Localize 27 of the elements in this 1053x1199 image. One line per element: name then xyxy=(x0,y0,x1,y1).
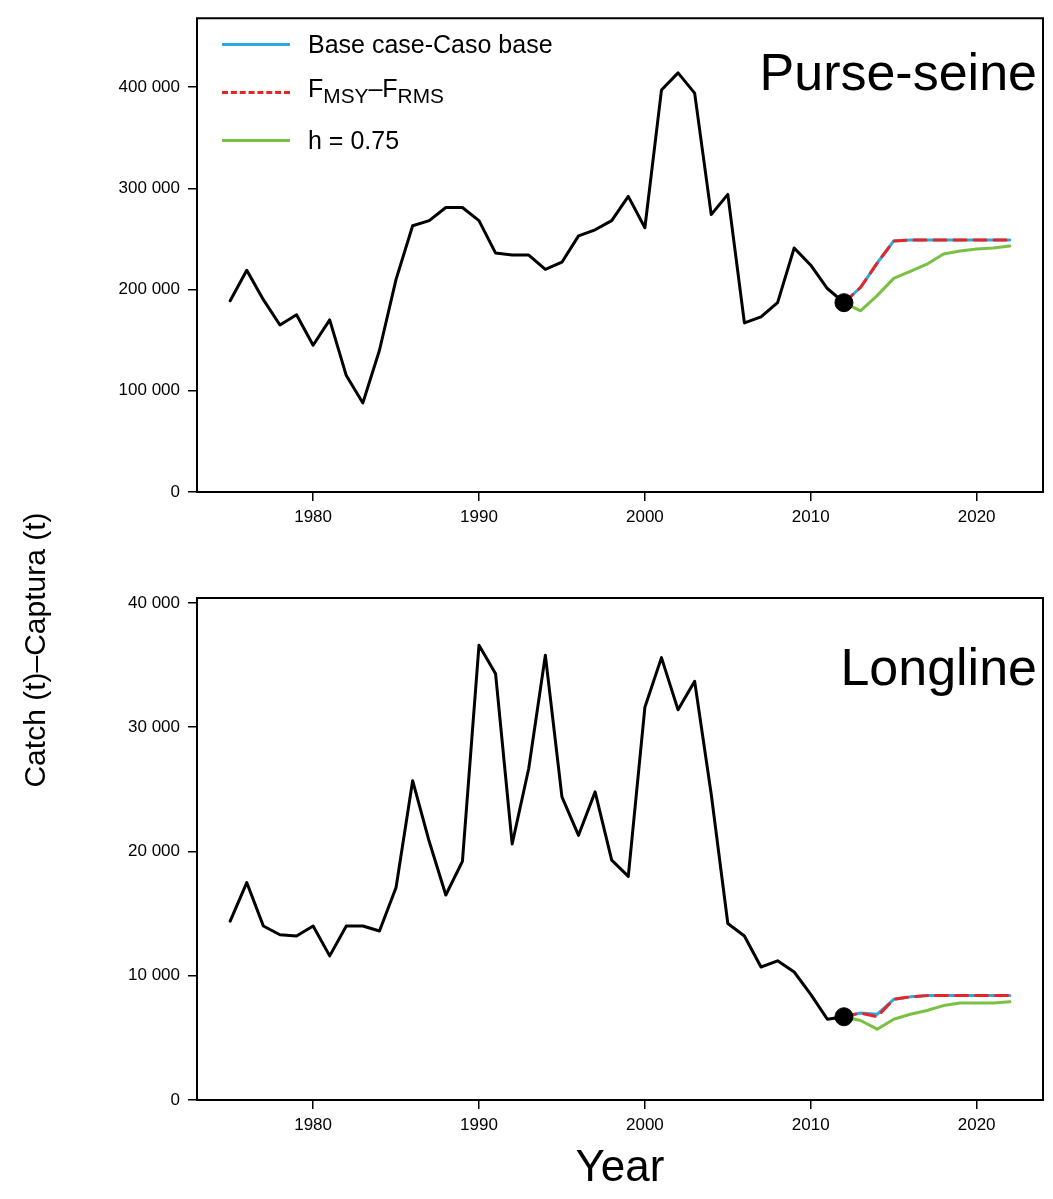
legend-label: h = 0.75 xyxy=(308,125,400,156)
text: Purse-seine xyxy=(759,43,1037,102)
y-tick-label: 40 000 xyxy=(128,592,180,612)
y-tick-label: 200 000 xyxy=(118,279,180,299)
y-tick-label: 20 000 xyxy=(128,841,180,861)
x-tick-label: 2020 xyxy=(957,506,996,526)
y-tick-label: 300 000 xyxy=(118,177,180,197)
x-axis-title: Year xyxy=(575,1140,665,1190)
y-tick-label: 0 xyxy=(170,1089,180,1109)
x-tick-label: 1990 xyxy=(460,1114,498,1134)
y-tick-label: 400 000 xyxy=(118,76,180,96)
x-tick-label: 1980 xyxy=(294,1114,333,1134)
x-tick-label: 2010 xyxy=(791,506,830,526)
y-tick-label: 0 xyxy=(170,481,180,501)
x-tick-label: 2000 xyxy=(625,1114,664,1134)
text: Longline xyxy=(840,638,1037,696)
y-tick-label: 30 000 xyxy=(128,716,180,736)
x-tick-label: 2010 xyxy=(791,1114,830,1134)
x-tick-label: 1990 xyxy=(460,506,498,526)
y-axis-title: Catch (t)–Captura (t) xyxy=(18,512,52,788)
legend-label: F$_{MSY}$–F$_{RMS}$ xyxy=(308,73,444,109)
legend-label: Base case-Caso base xyxy=(308,29,553,60)
y-tick-label: 100 000 xyxy=(118,380,180,400)
y-tick-label: 10 000 xyxy=(128,965,180,985)
x-tick-label: 2020 xyxy=(957,1114,996,1134)
x-tick-label: 1980 xyxy=(294,506,333,526)
x-tick-label: 2000 xyxy=(625,506,664,526)
